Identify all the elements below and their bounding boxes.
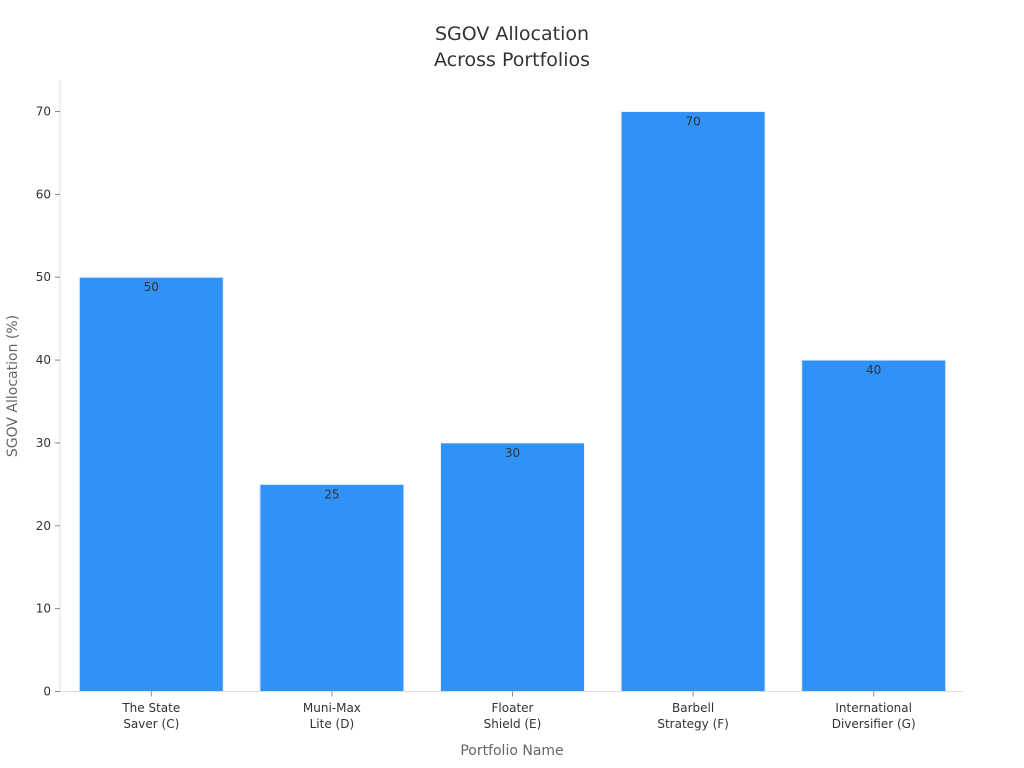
y-tick-label: 30 bbox=[36, 436, 51, 450]
data-label: 25 bbox=[324, 487, 339, 501]
bar bbox=[78, 276, 224, 692]
x-axis-label: Portfolio Name bbox=[460, 743, 563, 759]
x-ticks: The State Saver (C) Muni-Max Lite (D) Floate… bbox=[121, 691, 916, 731]
y-tick-label: 10 bbox=[36, 602, 51, 616]
bar bbox=[440, 442, 585, 692]
x-tick-label: International bbox=[835, 701, 912, 715]
x-tick-label: Saver (C) bbox=[123, 717, 179, 731]
x-tick-label: The State bbox=[121, 701, 180, 715]
data-label: 50 bbox=[144, 280, 159, 294]
bars-group: 50 25 30 70 40 bbox=[78, 111, 947, 692]
y-tick-label: 60 bbox=[36, 187, 51, 201]
data-label: 70 bbox=[685, 115, 700, 129]
bar bbox=[801, 359, 947, 692]
y-ticks: 0 10 20 30 40 50 60 70 bbox=[36, 105, 60, 699]
x-tick-label: Strategy (F) bbox=[657, 717, 729, 731]
x-tick-label: Diversifier (G) bbox=[832, 717, 916, 731]
y-tick-label: 20 bbox=[36, 519, 51, 533]
y-tick-label: 40 bbox=[36, 353, 51, 367]
x-tick-label: Barbell bbox=[672, 701, 714, 715]
y-tick-label: 70 bbox=[36, 105, 51, 119]
chart-title-line-1: SGOV Allocation bbox=[435, 23, 589, 45]
y-tick-label: 50 bbox=[36, 270, 51, 284]
bar bbox=[259, 483, 405, 692]
data-label: 30 bbox=[505, 446, 520, 460]
data-label: 40 bbox=[866, 363, 881, 377]
x-tick-label: Shield (E) bbox=[484, 717, 542, 731]
x-tick-label: Muni-Max bbox=[303, 701, 361, 715]
y-axis-label: SGOV Allocation (%) bbox=[5, 315, 21, 457]
bar bbox=[620, 111, 766, 692]
y-tick-label: 0 bbox=[43, 685, 51, 699]
x-tick-label: Lite (D) bbox=[310, 717, 355, 731]
chart-title-line-2: Across Portfolios bbox=[434, 49, 590, 71]
x-tick-label: Floater bbox=[492, 701, 534, 715]
